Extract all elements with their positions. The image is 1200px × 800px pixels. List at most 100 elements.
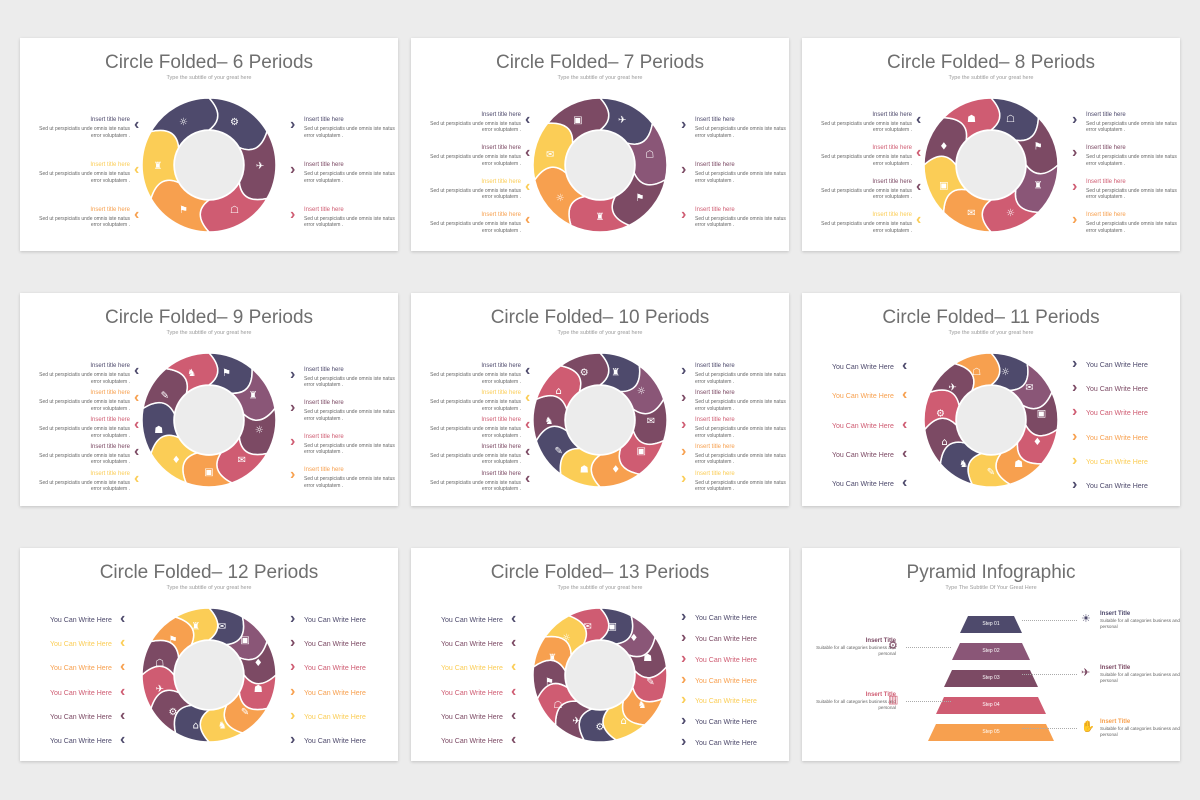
insert-item[interactable]: Insert title here Sed ut perspiciatis und… xyxy=(421,111,521,134)
pyramid-step[interactable]: Step 03 xyxy=(944,670,1038,687)
insert-item[interactable]: Insert title here Sed ut perspiciatis und… xyxy=(304,366,398,389)
insert-item[interactable]: Insert title here Sed ut perspiciatis und… xyxy=(421,144,521,167)
insert-item[interactable]: Insert title here Sed ut perspiciatis und… xyxy=(30,206,130,229)
chevron-left-icon: ‹ xyxy=(916,144,922,162)
short-label[interactable]: You Can Write Here xyxy=(832,393,894,401)
insert-item[interactable]: Insert title here Sed ut perspiciatis und… xyxy=(421,470,521,493)
insert-item[interactable]: Insert title here Sed ut perspiciatis und… xyxy=(304,433,398,456)
short-label[interactable]: You Can Write Here xyxy=(1086,386,1148,393)
slide-card[interactable]: Circle Folded– 13 Periods Type the subtit… xyxy=(411,548,789,761)
pyramid-callout[interactable]: Insert Title Suitable for all categories … xyxy=(1100,718,1180,738)
short-label[interactable]: You Can Write Here xyxy=(304,738,366,746)
insert-item[interactable]: Insert title here Sed ut perspiciatis und… xyxy=(812,111,912,134)
short-label[interactable]: You Can Write Here xyxy=(695,635,757,643)
insert-item[interactable]: Insert title here Sed ut perspiciatis und… xyxy=(695,416,789,439)
short-label[interactable]: You Can Write Here xyxy=(1086,361,1148,369)
short-label[interactable]: You Can Write Here xyxy=(304,641,366,648)
short-label[interactable]: You Can Write Here xyxy=(304,689,366,697)
chart-icon: ▥ xyxy=(888,694,899,706)
insert-item[interactable]: Insert title here Sed ut perspiciatis und… xyxy=(695,362,789,385)
short-label[interactable]: You Can Write Here xyxy=(441,641,503,648)
short-label[interactable]: You Can Write Here xyxy=(50,616,112,624)
short-label[interactable]: You Can Write Here xyxy=(695,656,757,664)
insert-item[interactable]: Insert title here Sed ut perspiciatis und… xyxy=(421,178,521,201)
insert-item[interactable]: Insert title here Sed ut perspiciatis und… xyxy=(421,211,521,234)
slide-card[interactable]: Circle Folded– 11 Periods Type the subtit… xyxy=(802,293,1180,506)
insert-item[interactable]: Insert title here Sed ut perspiciatis und… xyxy=(30,116,130,139)
short-label[interactable]: You Can Write Here xyxy=(441,738,503,746)
insert-item[interactable]: Insert title here Sed ut perspiciatis und… xyxy=(1086,178,1180,201)
pyramid-callout[interactable]: Insert Title Suitable for all categories … xyxy=(1100,610,1180,630)
short-label[interactable]: You Can Write Here xyxy=(441,616,503,624)
insert-item[interactable]: Insert title here Sed ut perspiciatis und… xyxy=(812,211,912,234)
slide-card[interactable]: Pyramid Infographic Type The Subtitle Of … xyxy=(802,548,1180,761)
insert-item[interactable]: Insert title here Sed ut perspiciatis und… xyxy=(30,389,130,412)
short-label[interactable]: You Can Write Here xyxy=(1086,459,1148,466)
insert-item[interactable]: Insert title here Sed ut perspiciatis und… xyxy=(421,416,521,439)
insert-item[interactable]: Insert title here Sed ut perspiciatis und… xyxy=(1086,211,1180,234)
chevron-right-icon: › xyxy=(1072,211,1078,229)
short-label[interactable]: You Can Write Here xyxy=(832,422,894,430)
short-label[interactable]: You Can Write Here xyxy=(695,698,757,706)
insert-item[interactable]: Insert title here Sed ut perspiciatis und… xyxy=(695,161,789,184)
short-label[interactable]: You Can Write Here xyxy=(695,719,757,727)
short-label[interactable]: You Can Write Here xyxy=(1086,434,1148,442)
short-label[interactable]: You Can Write Here xyxy=(50,641,112,648)
insert-item[interactable]: Insert title here Sed ut perspiciatis und… xyxy=(30,416,130,439)
insert-item[interactable]: Insert title here Sed ut perspiciatis und… xyxy=(30,362,130,385)
short-label[interactable]: You Can Write Here xyxy=(695,677,757,685)
insert-item[interactable]: Insert title here Sed ut perspiciatis und… xyxy=(1086,111,1180,134)
insert-item[interactable]: Insert title here Sed ut perspiciatis und… xyxy=(695,206,789,229)
pyramid-callout[interactable]: Insert Title Suitable for all categories … xyxy=(816,691,896,711)
short-label[interactable]: You Can Write Here xyxy=(50,738,112,746)
insert-item[interactable]: Insert title here Sed ut perspiciatis und… xyxy=(30,161,130,184)
short-label[interactable]: You Can Write Here xyxy=(441,714,503,721)
pyramid-callout[interactable]: Insert Title Suitable for all categories … xyxy=(816,637,896,657)
insert-item[interactable]: Insert title here Sed ut perspiciatis und… xyxy=(695,470,789,493)
short-label[interactable]: You Can Write Here xyxy=(50,665,112,673)
insert-item[interactable]: Insert title here Sed ut perspiciatis und… xyxy=(1086,144,1180,167)
pyramid-step[interactable]: Step 01 xyxy=(960,616,1022,633)
insert-item[interactable]: Insert title here Sed ut perspiciatis und… xyxy=(30,470,130,493)
insert-item[interactable]: Insert title here Sed ut perspiciatis und… xyxy=(304,206,398,229)
short-label[interactable]: You Can Write Here xyxy=(304,616,366,624)
insert-item[interactable]: Insert title here Sed ut perspiciatis und… xyxy=(304,116,398,139)
pyramid-callout[interactable]: Insert Title Suitable for all categories … xyxy=(1100,664,1180,684)
chevron-left-icon: ‹ xyxy=(525,110,531,128)
pyramid-step[interactable]: Step 02 xyxy=(952,643,1030,660)
short-label[interactable]: You Can Write Here xyxy=(695,614,757,622)
slide-card[interactable]: Circle Folded– 9 Periods Type the subtitl… xyxy=(20,293,398,506)
slide-card[interactable]: Circle Folded– 10 Periods Type the subtit… xyxy=(411,293,789,506)
insert-item[interactable]: Insert title here Sed ut perspiciatis und… xyxy=(695,443,789,466)
short-label[interactable]: You Can Write Here xyxy=(50,714,112,721)
short-label[interactable]: You Can Write Here xyxy=(1086,410,1148,418)
insert-item[interactable]: Insert title here Sed ut perspiciatis und… xyxy=(421,389,521,412)
short-label[interactable]: You Can Write Here xyxy=(304,714,366,721)
insert-item[interactable]: Insert title here Sed ut perspiciatis und… xyxy=(421,443,521,466)
insert-item[interactable]: Insert title here Sed ut perspiciatis und… xyxy=(812,178,912,201)
insert-item[interactable]: Insert title here Sed ut perspiciatis und… xyxy=(304,399,398,422)
short-label[interactable]: You Can Write Here xyxy=(50,689,112,697)
insert-item[interactable]: Insert title here Sed ut perspiciatis und… xyxy=(304,466,398,489)
short-label[interactable]: You Can Write Here xyxy=(441,665,503,673)
short-label[interactable]: You Can Write Here xyxy=(1086,483,1148,491)
short-label[interactable]: You Can Write Here xyxy=(832,451,894,459)
pyramid-step[interactable]: Step 05 xyxy=(928,724,1054,741)
insert-item[interactable]: Insert title here Sed ut perspiciatis und… xyxy=(421,362,521,385)
slide-card[interactable]: Circle Folded– 6 Periods Type the subtitl… xyxy=(20,38,398,251)
insert-item[interactable]: Insert title here Sed ut perspiciatis und… xyxy=(304,161,398,184)
short-label[interactable]: You Can Write Here xyxy=(441,689,503,697)
short-label[interactable]: You Can Write Here xyxy=(832,480,894,488)
short-label[interactable]: You Can Write Here xyxy=(304,665,366,673)
slide-card[interactable]: Circle Folded– 8 Periods Type the subtitl… xyxy=(802,38,1180,251)
insert-item[interactable]: Insert title here Sed ut perspiciatis und… xyxy=(812,144,912,167)
insert-item[interactable]: Insert title here Sed ut perspiciatis und… xyxy=(695,389,789,412)
segment-icon: ▣ xyxy=(939,181,948,192)
insert-item[interactable]: Insert title here Sed ut perspiciatis und… xyxy=(30,443,130,466)
pyramid-step[interactable]: Step 04 xyxy=(936,697,1046,714)
slide-card[interactable]: Circle Folded– 7 Periods Type the subtitl… xyxy=(411,38,789,251)
insert-item[interactable]: Insert title here Sed ut perspiciatis und… xyxy=(695,116,789,139)
short-label[interactable]: You Can Write Here xyxy=(695,740,757,748)
short-label[interactable]: You Can Write Here xyxy=(832,364,894,372)
slide-card[interactable]: Circle Folded– 12 Periods Type the subtit… xyxy=(20,548,398,761)
